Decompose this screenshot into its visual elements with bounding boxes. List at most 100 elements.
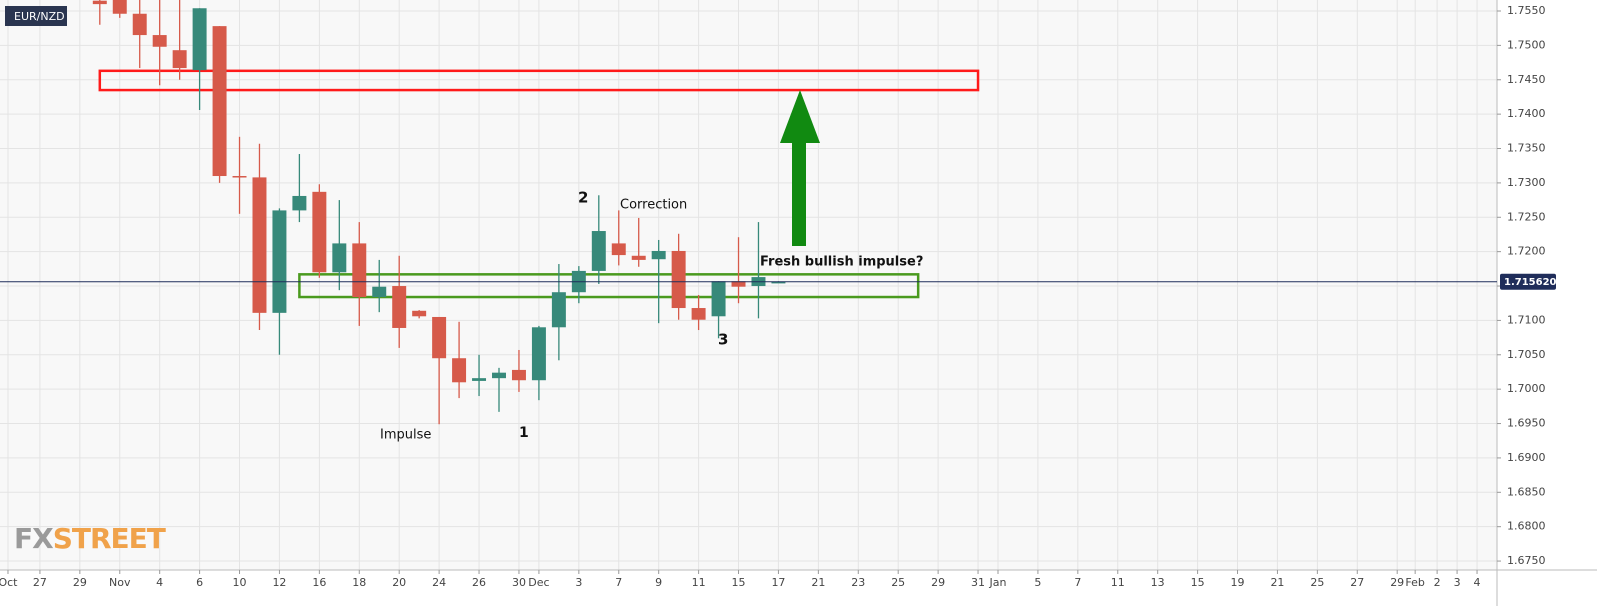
symbol-badge [5,6,67,26]
x-tick-label: 23 [851,576,865,589]
y-tick-label: 1.7450 [1507,73,1546,86]
axes: 1.6750 1.6800 1.6850 1.6900 1.6950 1.7000 1.70… [0,4,1557,589]
x-tick-label: 11 [1111,576,1125,589]
plot-area [0,0,1497,570]
candle-body [412,310,427,317]
x-tick-label: 13 [1151,576,1165,589]
candle-body [392,286,407,328]
annotation: Correction [620,198,687,213]
candle-body [292,195,307,211]
candles [92,0,786,425]
x-tick-label: 24 [432,576,446,589]
candle-body [352,243,367,298]
candle-body [651,250,666,260]
x-tick-label: 4 [1474,576,1481,589]
candle-body [252,177,267,313]
x-tick-label: 21 [811,576,825,589]
x-tick-label: 16 [312,576,326,589]
x-tick-label: 26 [472,576,486,589]
x-tick-label: 12 [272,576,286,589]
candle-body [731,281,746,287]
candle-body [611,243,626,256]
watermark-part: FX [14,522,54,555]
y-tick-label: 1.6850 [1507,485,1546,498]
grid [0,0,1497,570]
zone [298,273,920,299]
x-tick-label: 10 [233,576,247,589]
y-tick-label: 1.7050 [1507,348,1546,361]
x-tick-label: 15 [732,576,746,589]
candle-body [531,327,546,381]
x-tick-label: 4 [156,576,163,589]
candle-body [591,231,606,271]
zone [98,69,980,92]
x-tick-label: Dec [528,576,549,589]
x-tick-label: 29 [931,576,945,589]
x-tick-label: 5 [1034,576,1041,589]
annotation: 1 [519,425,529,441]
x-tick-label: 29 [1390,576,1404,589]
candle-body [551,292,566,328]
candle-body [132,13,147,36]
candle-body [332,243,347,273]
x-tick-label: Oct [0,576,18,589]
x-tick-label: 3 [1454,576,1461,589]
x-tick-label: 25 [1310,576,1324,589]
candle-body [172,50,187,69]
x-tick-label: Jan [989,576,1007,589]
y-tick-label: 1.6900 [1507,451,1546,464]
x-tick-label: 17 [771,576,785,589]
x-tick-label: 2 [1434,576,1441,589]
x-tick-label: 21 [1270,576,1284,589]
x-tick-label: 29 [73,576,87,589]
x-tick-label: 25 [891,576,905,589]
candle-body [212,26,227,177]
x-tick-label: Feb [1405,576,1424,589]
candle-body [511,369,526,381]
x-tick-label: 27 [33,576,47,589]
annotation: Fresh bullish impulse? [760,255,923,270]
x-tick-label: 31 [971,576,985,589]
candle-body [92,0,107,5]
y-tick-label: 1.7350 [1507,142,1546,155]
y-tick-label: 1.6950 [1507,417,1546,430]
candle-body [372,286,387,298]
candle-body [232,176,247,178]
candle-body [152,35,167,47]
candle-body [432,316,447,359]
last-price-badge [1500,273,1556,290]
y-tick-label: 1.7100 [1507,313,1546,326]
annotation: 2 [578,189,588,207]
y-tick-label: 1.7400 [1507,107,1546,120]
candle-body [492,372,506,379]
x-tick-label: 20 [392,576,406,589]
candle-body [691,308,706,320]
candle-body [112,0,127,14]
x-tick-label: 11 [692,576,706,589]
y-tick-label: 1.6750 [1507,554,1546,567]
y-tick-label: 1.7550 [1507,4,1546,17]
y-tick-label: 1.7250 [1507,210,1546,223]
annotation: Impulse [380,428,431,443]
up-arrow [780,90,820,246]
x-tick-label: 30 [512,576,526,589]
y-tick-label: 1.7300 [1507,176,1546,189]
candle-body [771,281,786,284]
y-tick-label: 1.7000 [1507,382,1546,395]
x-tick-label: 6 [196,576,203,589]
candle-body [192,8,207,71]
annotation: 3 [718,331,728,349]
candle-body [472,378,487,381]
x-tick-label: 18 [352,576,366,589]
candle-body [711,281,726,317]
x-tick-label: 7 [1074,576,1081,589]
x-tick-label: 3 [575,576,582,589]
x-tick-label: Nov [109,576,131,589]
zones [98,69,980,299]
candle-body [272,210,287,313]
symbol: EUR/NZD [14,10,65,23]
y-tick-label: 1.7500 [1507,38,1546,51]
x-tick-label: 15 [1191,576,1205,589]
